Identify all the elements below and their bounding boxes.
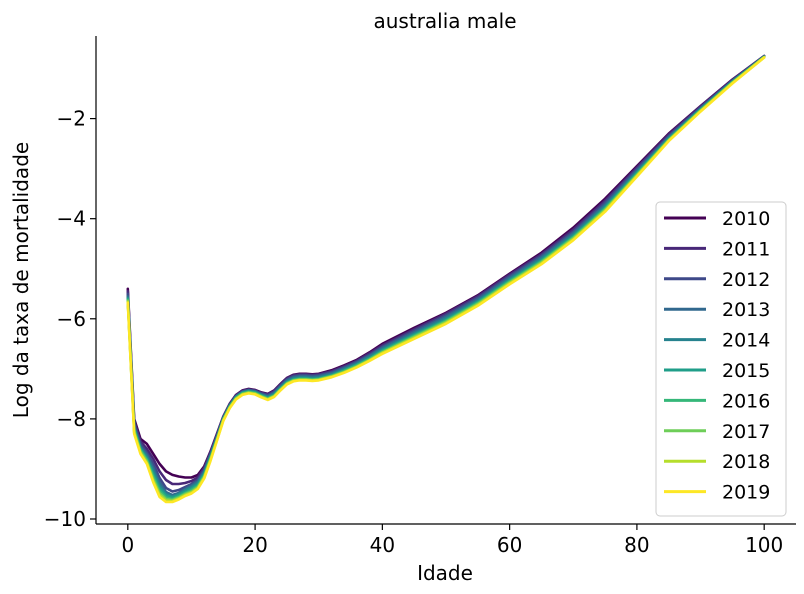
x-tick-label: 20 (242, 533, 267, 557)
y-tick-label: −10 (44, 507, 86, 531)
legend-label-2017: 2017 (722, 421, 770, 443)
legend-label-2016: 2016 (722, 390, 770, 412)
legend-label-2019: 2019 (722, 482, 770, 504)
y-tick-label: −4 (57, 207, 86, 231)
legend-frame (655, 201, 787, 517)
plot-area (126, 54, 766, 504)
y-tick-label: −6 (57, 307, 86, 331)
series-line-2019 (126, 56, 766, 504)
legend-label-2010: 2010 (722, 208, 770, 230)
x-tick-label: 80 (624, 533, 649, 557)
legend-label-2018: 2018 (722, 451, 770, 473)
legend-label-2012: 2012 (722, 269, 770, 291)
legend-label-2014: 2014 (722, 330, 770, 352)
legend-label-2013: 2013 (722, 299, 770, 321)
x-tick-label: 0 (121, 533, 134, 557)
y-axis-label: Log da taxa de mortalidade (9, 142, 33, 418)
legend-label-2011: 2011 (722, 238, 770, 260)
x-tick-label: 100 (745, 533, 783, 557)
x-axis-label: Idade (417, 561, 473, 585)
x-tick-label: 40 (370, 533, 395, 557)
legend: 2010 2011 2012 2013 2014 2015 2016 2017 2018 2019 (655, 201, 787, 517)
chart-title: australia male (374, 9, 517, 33)
y-tick-label: −8 (57, 407, 86, 431)
y-axis-ticks: −10 −8 −6 −4 −2 (44, 107, 96, 531)
x-axis-ticks: 0 20 40 60 80 100 (121, 524, 783, 557)
x-tick-label: 60 (497, 533, 522, 557)
legend-label-2015: 2015 (722, 360, 770, 382)
y-tick-label: −2 (57, 107, 86, 131)
